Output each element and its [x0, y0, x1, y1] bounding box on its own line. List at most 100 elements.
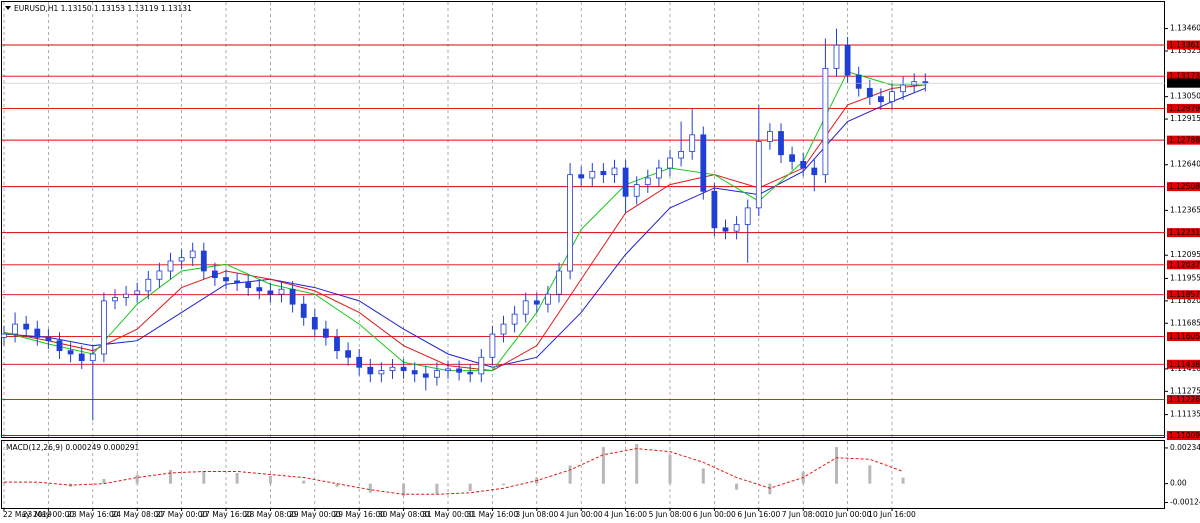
- macd-bar: [601, 447, 605, 484]
- y-tick-label: 1.11135: [1170, 410, 1200, 419]
- candle-body: [356, 356, 363, 368]
- candle-body: [445, 368, 451, 371]
- candle-body: [322, 328, 329, 338]
- macd-bar: [668, 454, 672, 484]
- macd-bar: [635, 444, 639, 484]
- x-tick-label: 7 Jun 08:00: [782, 510, 825, 519]
- x-tick-label: 30 May 08:00: [378, 510, 430, 519]
- y-tick-label: 1.11955: [1170, 273, 1200, 282]
- candle-body: [556, 270, 562, 295]
- candle-body: [456, 368, 463, 373]
- level-label-box: [1167, 359, 1200, 369]
- candle-body: [134, 290, 141, 295]
- x-tick-label: 29 May 16:00: [333, 510, 385, 519]
- candle-body: [622, 167, 629, 197]
- candle-body: [167, 260, 174, 272]
- candle-body: [711, 190, 718, 229]
- candle-body: [311, 317, 318, 330]
- chart-header: EURUSD,H1 1.13150 1.13153 1.13119 1.1313…: [14, 4, 192, 13]
- candle-body: [178, 257, 185, 262]
- level-label: 1.12037: [1169, 260, 1200, 269]
- candle-body: [223, 277, 229, 282]
- level-label-box: [1167, 260, 1200, 270]
- macd-bar: [235, 472, 239, 484]
- y-tick-label: -0.00124: [1170, 498, 1200, 507]
- candle-body: [300, 303, 307, 318]
- candle-body: [334, 336, 340, 352]
- menu-arrow[interactable]: [5, 6, 11, 10]
- macd-bar: [901, 477, 905, 484]
- candle-body: [422, 373, 429, 378]
- macd-bar: [868, 465, 872, 484]
- x-tick-label: 5 Jun 08:00: [649, 510, 692, 519]
- x-tick-label: 6 Jun 00:00: [693, 510, 736, 519]
- y-tick-label: 0.002344: [1170, 443, 1200, 452]
- level-label: 1.12508: [1169, 182, 1200, 191]
- candle-body: [389, 366, 396, 371]
- level-label-box: [1167, 182, 1200, 192]
- candle-body: [811, 167, 818, 176]
- candle-body: [722, 227, 729, 232]
- y-tick-label: 1.12915: [1170, 114, 1200, 123]
- candle-body: [256, 287, 263, 292]
- macd-bar: [2, 482, 6, 484]
- macd-title: MACD(12,26,9) 0.000249 0.000291: [6, 443, 140, 452]
- candle-body: [800, 160, 807, 169]
- candle-body: [400, 366, 407, 371]
- level-label-box: [1167, 103, 1200, 113]
- candle-body: [489, 333, 496, 358]
- y-tick-label: 1.12365: [1170, 205, 1200, 214]
- candle-body: [700, 134, 707, 192]
- y-tick-label: 1.13460: [1170, 24, 1200, 33]
- level-label-box: [1167, 71, 1200, 81]
- candle-body: [511, 313, 518, 325]
- candle-body: [678, 151, 684, 159]
- candle-body: [878, 96, 884, 103]
- x-tick-label: 31 May 00:00: [422, 510, 474, 519]
- candle-body: [112, 297, 118, 302]
- candle-body: [633, 184, 640, 197]
- candle-body: [211, 270, 218, 279]
- macd-bar: [502, 483, 505, 486]
- candle-body: [23, 323, 30, 330]
- candle-body: [833, 44, 840, 69]
- candle-body: [789, 154, 795, 162]
- candle-body: [778, 131, 784, 156]
- macd-bar: [468, 483, 472, 492]
- candle-body: [522, 300, 529, 315]
- macd-bar: [368, 483, 372, 493]
- x-tick-label: 27 May 16:00: [200, 510, 252, 519]
- level-label-box: [1167, 290, 1200, 300]
- candle-body: [367, 366, 374, 375]
- candle-body: [767, 131, 773, 142]
- x-tick-label: 24 May 08:00: [111, 510, 163, 519]
- y-tick-label: 0.00: [1170, 479, 1187, 488]
- macd-bar: [135, 474, 139, 484]
- candle-body: [200, 250, 207, 272]
- macd-bar: [169, 469, 172, 484]
- y-tick-label: 1.13325: [1170, 46, 1200, 55]
- y-tick-label: 1.13050: [1170, 92, 1200, 101]
- x-tick-label: 6 Jun 16:00: [737, 510, 780, 519]
- candle-body: [889, 91, 895, 103]
- level-label-box: [1167, 228, 1200, 238]
- macd-bar: [768, 483, 772, 495]
- level-label-box: [1167, 431, 1200, 441]
- candle-body: [689, 134, 696, 152]
- candle-body: [433, 370, 440, 378]
- candle-body: [733, 224, 740, 232]
- candle-body: [900, 84, 906, 93]
- candle-body: [67, 350, 74, 355]
- x-tick-label: 22 May 2019: [3, 510, 52, 519]
- candle-body: [145, 278, 152, 292]
- candle-body: [411, 370, 418, 375]
- x-tick-label: 4 Jun 00:00: [560, 510, 603, 519]
- candle-body: [267, 290, 274, 295]
- candle-body: [189, 250, 196, 259]
- candle-body: [245, 282, 252, 288]
- macd-bar: [402, 483, 406, 496]
- y-tick-label: 1.11275: [1170, 386, 1200, 395]
- level-label-box: [1167, 40, 1200, 50]
- level-label-box: [1167, 332, 1200, 342]
